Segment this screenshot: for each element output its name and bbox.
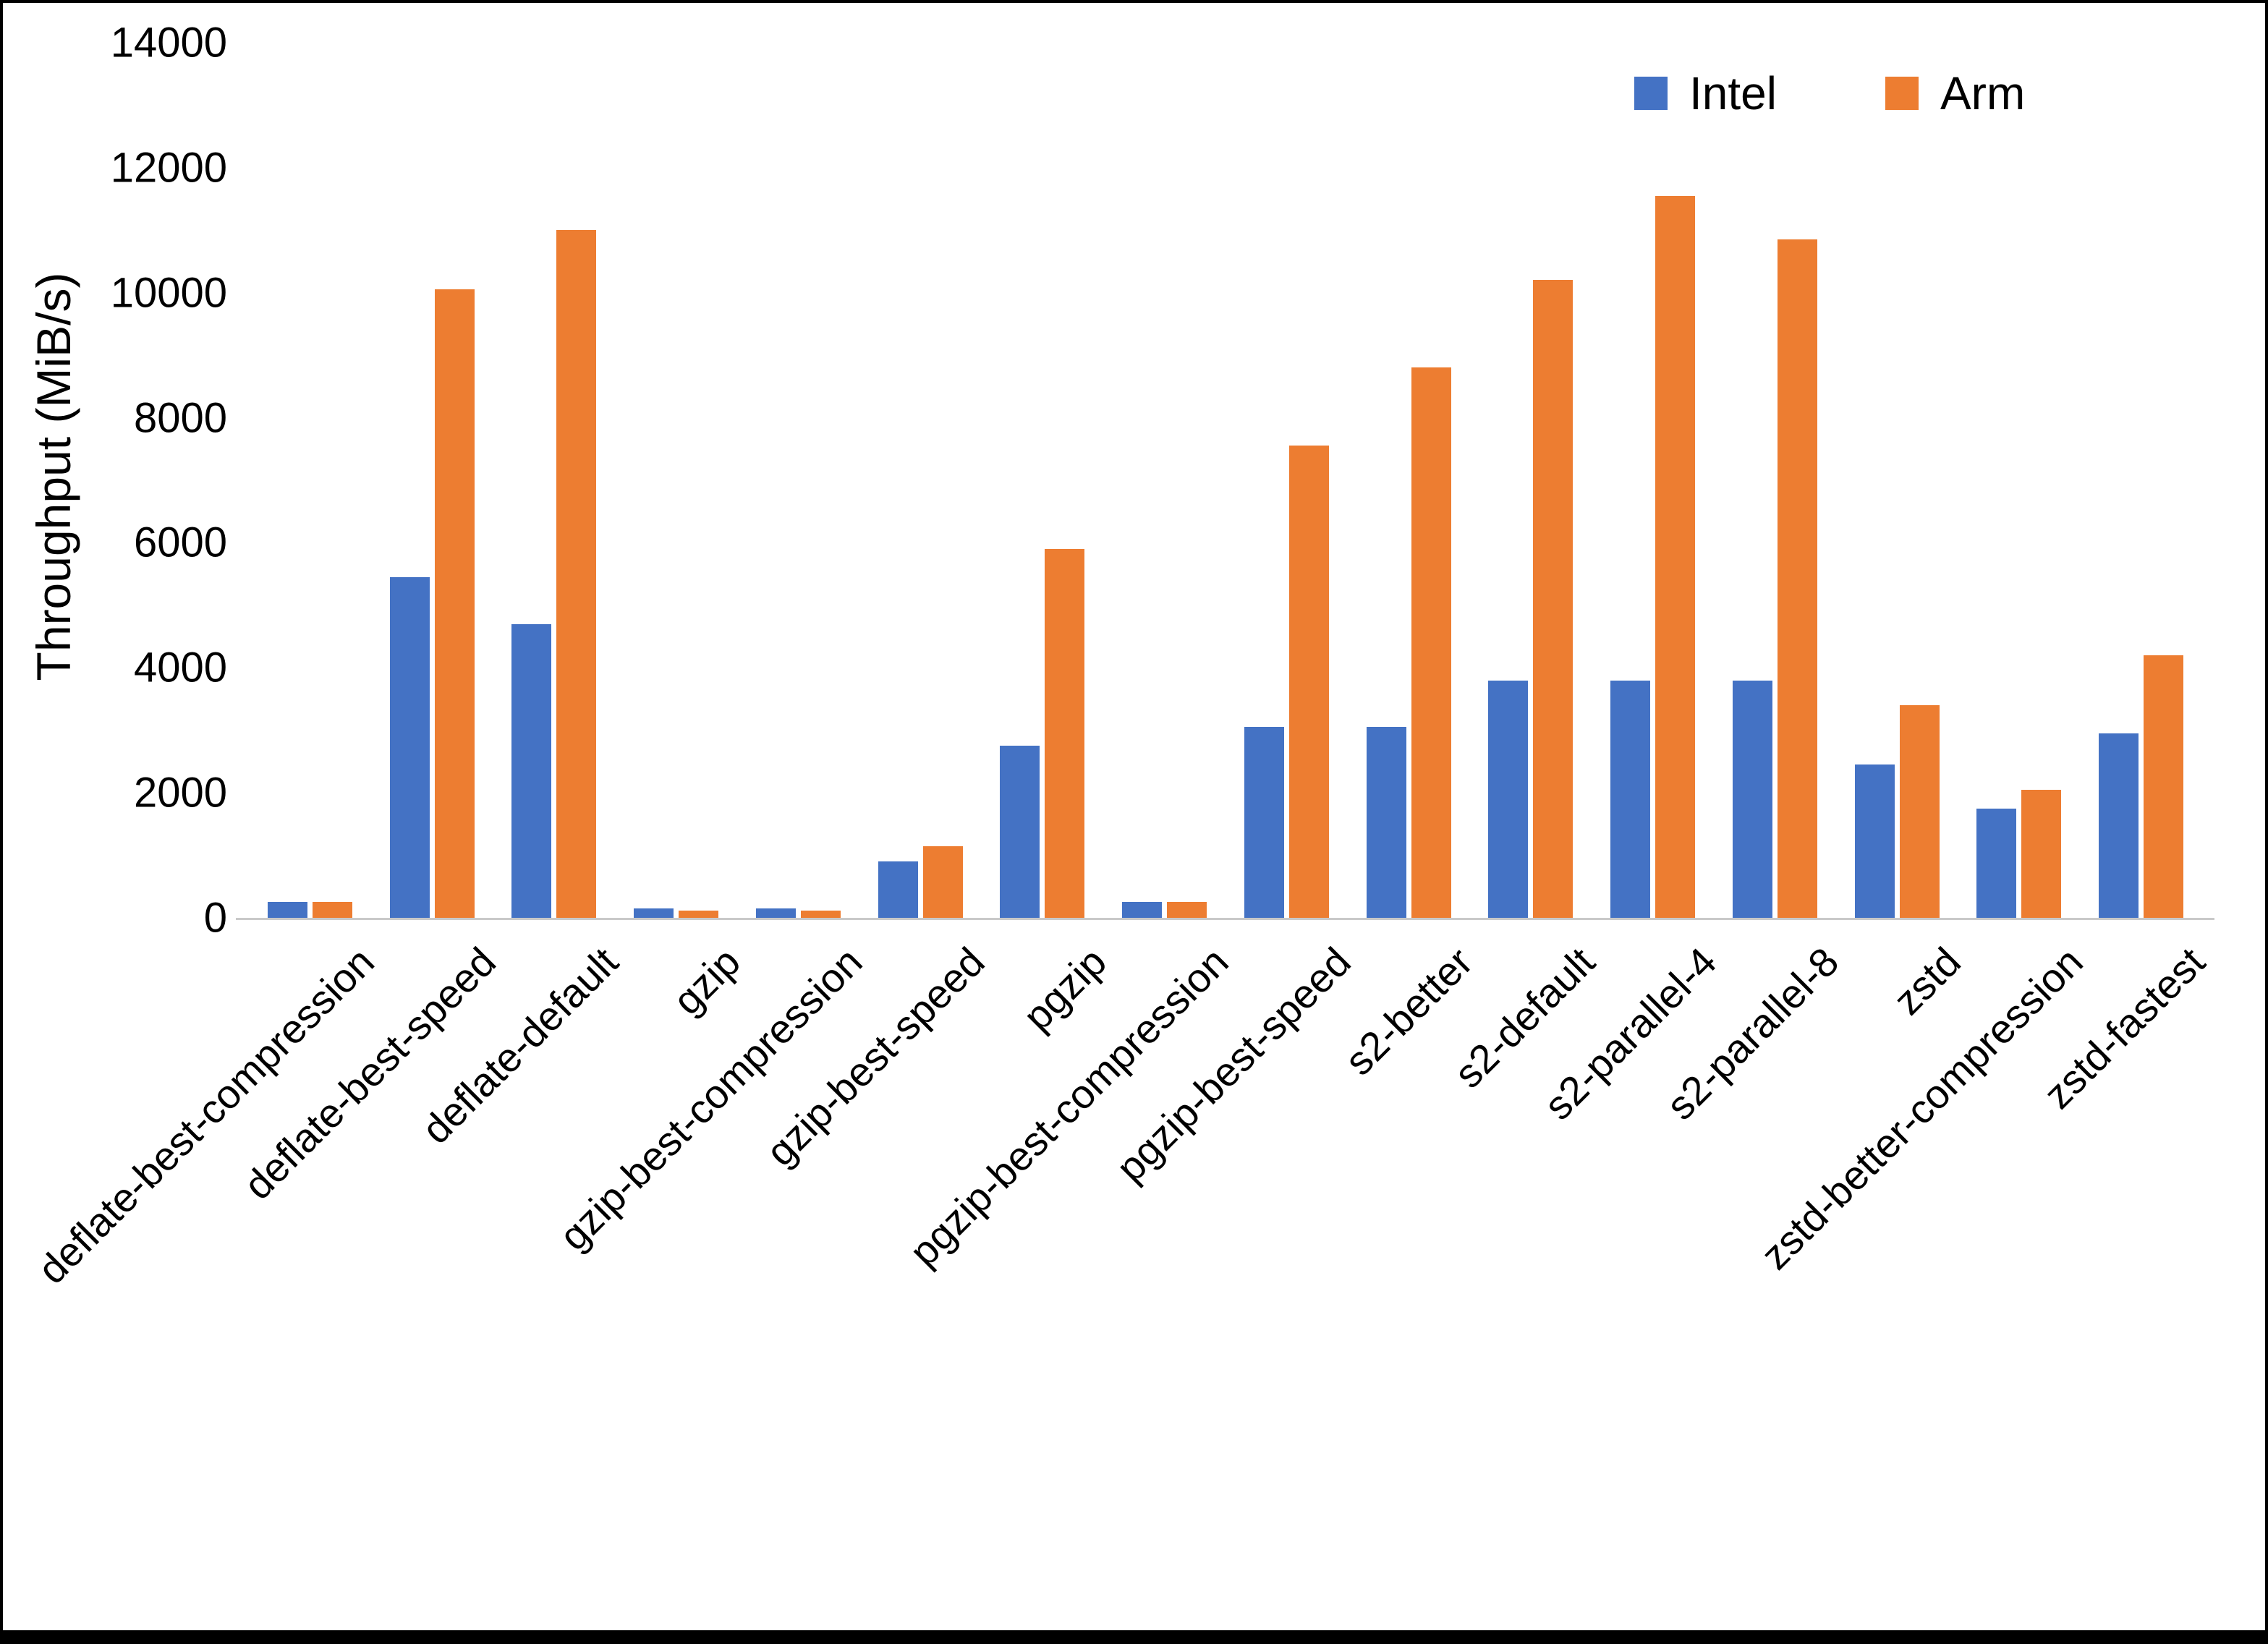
bar-group (615, 43, 737, 918)
bar-arm (434, 289, 475, 918)
bar-arm (1045, 549, 1085, 918)
x-axis-category-label: gzip (663, 938, 749, 1023)
bar-arm (922, 846, 963, 918)
y-tick-label: 14000 (110, 19, 227, 67)
legend-label-intel: Intel (1689, 67, 1777, 119)
bar-intel (389, 577, 430, 918)
bar-arm (312, 902, 352, 918)
bar-intel (1366, 727, 1406, 918)
legend-swatch-intel (1634, 77, 1668, 110)
bar-arm (679, 911, 719, 918)
bar-arm (1411, 367, 1451, 918)
bar-arm (800, 911, 841, 918)
bar-group (1226, 43, 1348, 918)
bar-intel (1610, 681, 1651, 918)
bar-arm (2021, 790, 2062, 918)
bar-group (1836, 43, 1958, 918)
bar-arm (2144, 655, 2184, 918)
bar-intel (634, 908, 674, 918)
x-axis-line (236, 918, 2214, 920)
bar-group (371, 43, 493, 918)
legend-item-arm: Arm (1885, 67, 2025, 120)
legend: Intel Arm (1634, 67, 2025, 120)
bar-arm (1777, 239, 1817, 918)
bar-arm (556, 230, 597, 918)
legend-label-arm: Arm (1940, 67, 2026, 119)
bar-group (982, 43, 1104, 918)
bar-group (1958, 43, 2081, 918)
bar-intel (878, 861, 918, 918)
y-axis-title: Throughput (MiB/s) (27, 272, 80, 681)
bar-intel (1976, 809, 2017, 918)
x-axis-category-label: pgzip (1014, 938, 1116, 1039)
bar-intel (511, 624, 552, 918)
y-tick-label: 6000 (133, 519, 227, 566)
bar-group (1470, 43, 1592, 918)
bar-intel (755, 908, 796, 918)
bar-intel (1488, 681, 1529, 918)
bar-arm (1655, 196, 1696, 918)
bar-group (1103, 43, 1226, 918)
y-tick-label: 4000 (133, 644, 227, 691)
bar-intel (2099, 733, 2139, 918)
bar-intel (1000, 746, 1040, 918)
bar-arm (1288, 446, 1329, 918)
bar-group (249, 43, 371, 918)
x-axis-category-label: pgzip-best-speed (1107, 938, 1359, 1191)
bar-intel (1122, 902, 1163, 918)
bar-intel (267, 902, 307, 918)
bar-group (859, 43, 982, 918)
y-tick-label: 8000 (133, 394, 227, 442)
bar-arm (1533, 280, 1573, 918)
bar-group (737, 43, 859, 918)
bar-group (2080, 43, 2202, 918)
bar-intel (1732, 681, 1772, 918)
y-tick-label: 2000 (133, 769, 227, 817)
legend-swatch-arm (1885, 77, 1919, 110)
bottom-border (3, 1630, 2265, 1641)
bar-arm (1899, 705, 1940, 918)
bar-group (1348, 43, 1470, 918)
y-tick-label: 0 (203, 894, 227, 942)
bar-group (1592, 43, 1714, 918)
bar-group (493, 43, 616, 918)
bar-intel (1854, 764, 1895, 918)
x-axis-category-label: gzip-best-speed (757, 938, 993, 1175)
legend-item-intel: Intel (1634, 67, 1777, 120)
x-axis-category-label: zstd (1885, 938, 1970, 1023)
bar-arm (1167, 902, 1207, 918)
plot-area (249, 43, 2202, 918)
bar-intel (1244, 727, 1284, 918)
bar-group (1714, 43, 1836, 918)
y-tick-label: 12000 (110, 144, 227, 192)
y-tick-label: 10000 (110, 269, 227, 317)
